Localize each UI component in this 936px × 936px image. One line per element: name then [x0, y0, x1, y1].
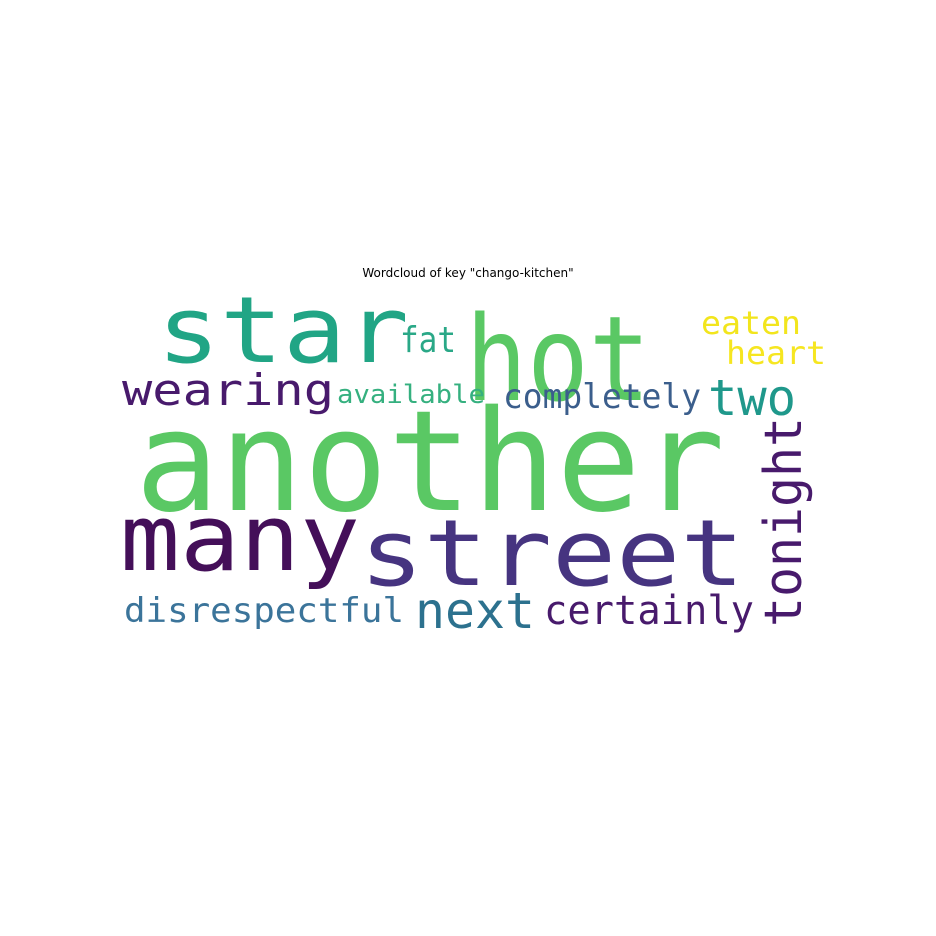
word-two: two — [708, 369, 796, 427]
word-certainly: certainly — [544, 588, 754, 634]
word-fat: fat — [400, 320, 456, 361]
word-next: next — [415, 582, 535, 640]
word-street: street — [360, 500, 745, 607]
word-disrespectful: disrespectful — [124, 591, 404, 631]
word-star: star — [157, 277, 409, 384]
word-another: another — [135, 381, 725, 544]
word-tonight: tonight — [754, 417, 814, 627]
word-completely: completely — [503, 377, 701, 417]
chart-title: Wordcloud of key "chango-kitchen" — [362, 266, 574, 280]
word-wearing: wearing — [122, 365, 334, 416]
word-many: many — [120, 485, 360, 592]
word-heart: heart — [726, 334, 826, 372]
word-eaten: eaten — [701, 304, 801, 342]
word-available: available — [337, 380, 485, 410]
word-hot: hot — [466, 290, 651, 428]
